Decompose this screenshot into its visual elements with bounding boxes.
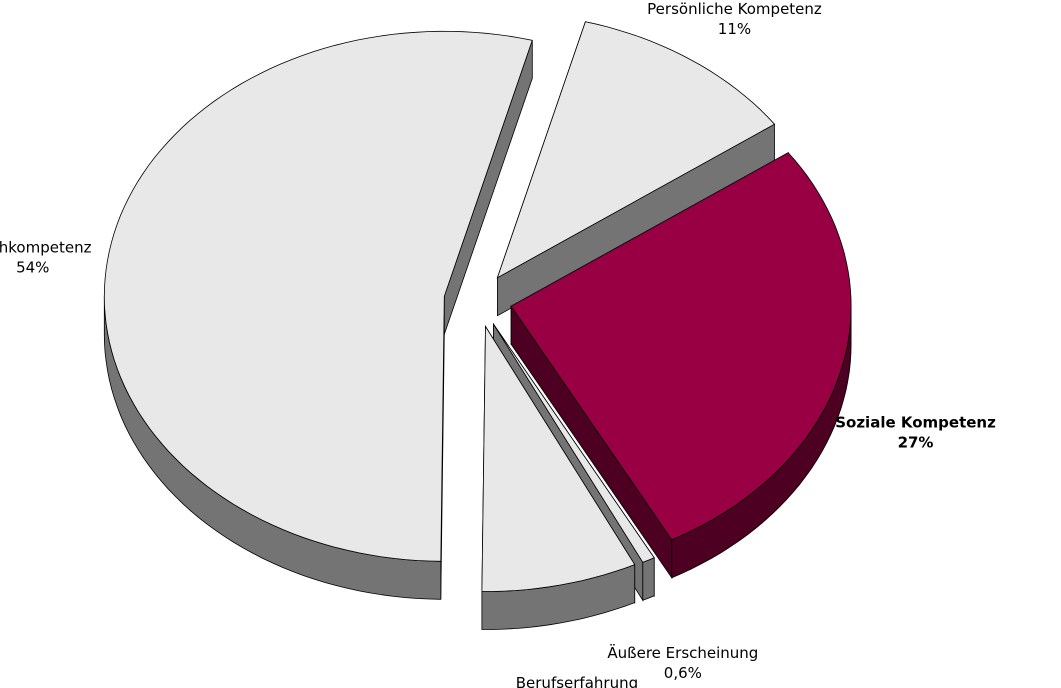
- slice: [496, 21, 776, 279]
- slice-label: Soziale Kompetenz 27%: [835, 414, 996, 452]
- slice-label: Berufserfahrung7,4%: [516, 674, 638, 688]
- value-label: 54%: [16, 259, 49, 277]
- slice-label: Fachkompetenz 54%: [0, 239, 92, 277]
- value-label: 11%: [718, 20, 751, 38]
- category-label: Persönliche Kompetenz: [647, 0, 822, 18]
- slice: [510, 152, 852, 541]
- slice-side: [642, 557, 655, 601]
- slice-label: Persönliche Kompetenz 11%: [647, 0, 822, 38]
- slice: [493, 323, 655, 563]
- value-label: 27%: [898, 434, 934, 452]
- category-label: Soziale Kompetenz: [835, 414, 996, 432]
- slice: [481, 325, 636, 592]
- value-label: 0,6%: [664, 664, 702, 682]
- category-label: Fachkompetenz: [0, 239, 92, 257]
- category-label: Berufserfahrung: [516, 674, 638, 688]
- category-label: Äußere Erscheinung: [607, 643, 758, 662]
- slice: [103, 30, 533, 562]
- slice-tops: [103, 21, 852, 592]
- slice-label: Äußere Erscheinung 0,6%: [607, 643, 758, 682]
